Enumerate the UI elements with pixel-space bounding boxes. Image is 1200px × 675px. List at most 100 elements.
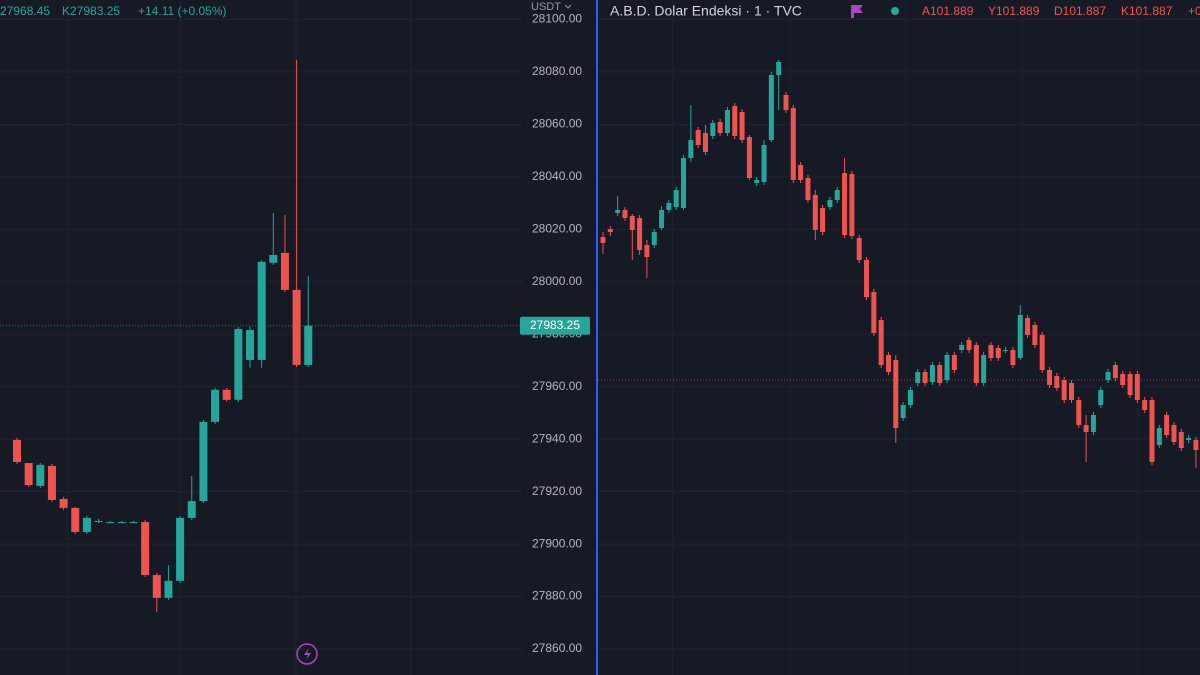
ohlc-close: K27983.25 [62, 4, 120, 18]
last-price-tag [520, 316, 590, 335]
candle-body [47, 465, 56, 501]
candle-body [732, 106, 738, 136]
candle-body [820, 208, 826, 232]
status-dot [891, 7, 899, 15]
candle-body [834, 190, 840, 200]
candle-body [1083, 425, 1089, 432]
candle-body [907, 390, 913, 405]
candle-body [1105, 372, 1111, 380]
candle-body [878, 320, 884, 365]
candle-body [1090, 415, 1096, 432]
candle-body [94, 521, 103, 523]
candle-body [1149, 400, 1155, 462]
candle-body [973, 345, 979, 383]
currency: USDT [531, 1, 561, 13]
y-tick-label: 28060.00 [532, 117, 582, 131]
candle-body [849, 174, 855, 236]
candle-body [988, 345, 994, 358]
ohlc-change: +0 [1188, 4, 1200, 18]
candle-body [644, 245, 650, 257]
candle-body [915, 372, 921, 383]
candle-body [304, 325, 313, 365]
candle-body [152, 575, 161, 598]
candle-body [1054, 376, 1060, 388]
candle-body [280, 252, 289, 290]
candle-body [1047, 370, 1053, 385]
labels: 28100.00 28080.00 28060.00 28040.00 28020.00… [520, 12, 590, 655]
candle-body [651, 232, 657, 245]
y-tick-label: 27860.00 [532, 641, 582, 655]
candle-body [695, 130, 701, 145]
candle-body [622, 210, 628, 218]
candle-body [1178, 432, 1184, 448]
candle-body [129, 522, 138, 524]
candle-body [761, 145, 767, 182]
candle-body [607, 229, 613, 232]
candle-body [59, 498, 68, 508]
candle-body [246, 330, 254, 360]
marks [0, 59, 1200, 613]
candle-body [106, 522, 115, 524]
candle-body [1142, 400, 1148, 410]
candle-body [995, 348, 1001, 358]
currency-chevron [564, 4, 572, 9]
candle-body [1098, 390, 1104, 405]
candle-body [702, 133, 708, 152]
y-tick-label: 28000.00 [532, 274, 582, 288]
ohlc-high: Y101.889 [988, 4, 1040, 18]
candle-body [1017, 315, 1023, 358]
candle-body [688, 140, 694, 158]
candle-body [1120, 374, 1126, 385]
candle-body [783, 95, 789, 110]
y-tick-label: 28020.00 [532, 221, 582, 235]
ohlc-low: D101.887 [1054, 4, 1106, 18]
candle-body [234, 328, 243, 400]
candle-body [637, 218, 643, 250]
candle-body [82, 517, 91, 533]
candle-body [966, 340, 972, 350]
candle-body [1010, 350, 1016, 365]
candle-body [1039, 335, 1045, 370]
candle-body [681, 158, 687, 208]
candle-body [187, 501, 196, 518]
candle-body [629, 216, 635, 230]
candle-body [257, 261, 266, 360]
candle-body [1127, 374, 1133, 395]
candle-body [176, 517, 185, 581]
candle-body [739, 112, 745, 140]
candle-body [864, 260, 870, 297]
candle-body [959, 345, 965, 350]
candle-body [900, 405, 906, 418]
ohlc-close: K101.887 [1121, 4, 1173, 18]
candle-body [13, 439, 21, 462]
candle-body [717, 122, 723, 133]
candle-body [885, 355, 891, 372]
y-tick-label: 27920.00 [532, 484, 582, 498]
candle-body [944, 355, 950, 380]
y-tick-label: 27940.00 [532, 431, 582, 445]
candle-body [1025, 318, 1031, 335]
event-icon[interactable] [296, 643, 318, 665]
y-tick-label: 27880.00 [532, 589, 582, 603]
candle-body [929, 365, 935, 382]
candle-body [199, 421, 208, 502]
y-tick-label: 28080.00 [532, 64, 582, 78]
candle-body [1076, 400, 1082, 425]
candle-body [141, 522, 150, 576]
candle-body [1068, 383, 1074, 400]
candle-body [1156, 428, 1162, 445]
price-axis [522, 0, 596, 675]
candle-body [922, 372, 928, 383]
candle-body [600, 237, 606, 243]
ohlc-open: A101.889 [922, 4, 974, 18]
candle-body [1164, 415, 1170, 435]
candle-body [893, 360, 899, 428]
candle-body [842, 173, 848, 235]
candle-body [1032, 325, 1038, 345]
candle-body [36, 464, 45, 486]
candle-body [724, 110, 730, 133]
candle-body [1061, 380, 1067, 400]
